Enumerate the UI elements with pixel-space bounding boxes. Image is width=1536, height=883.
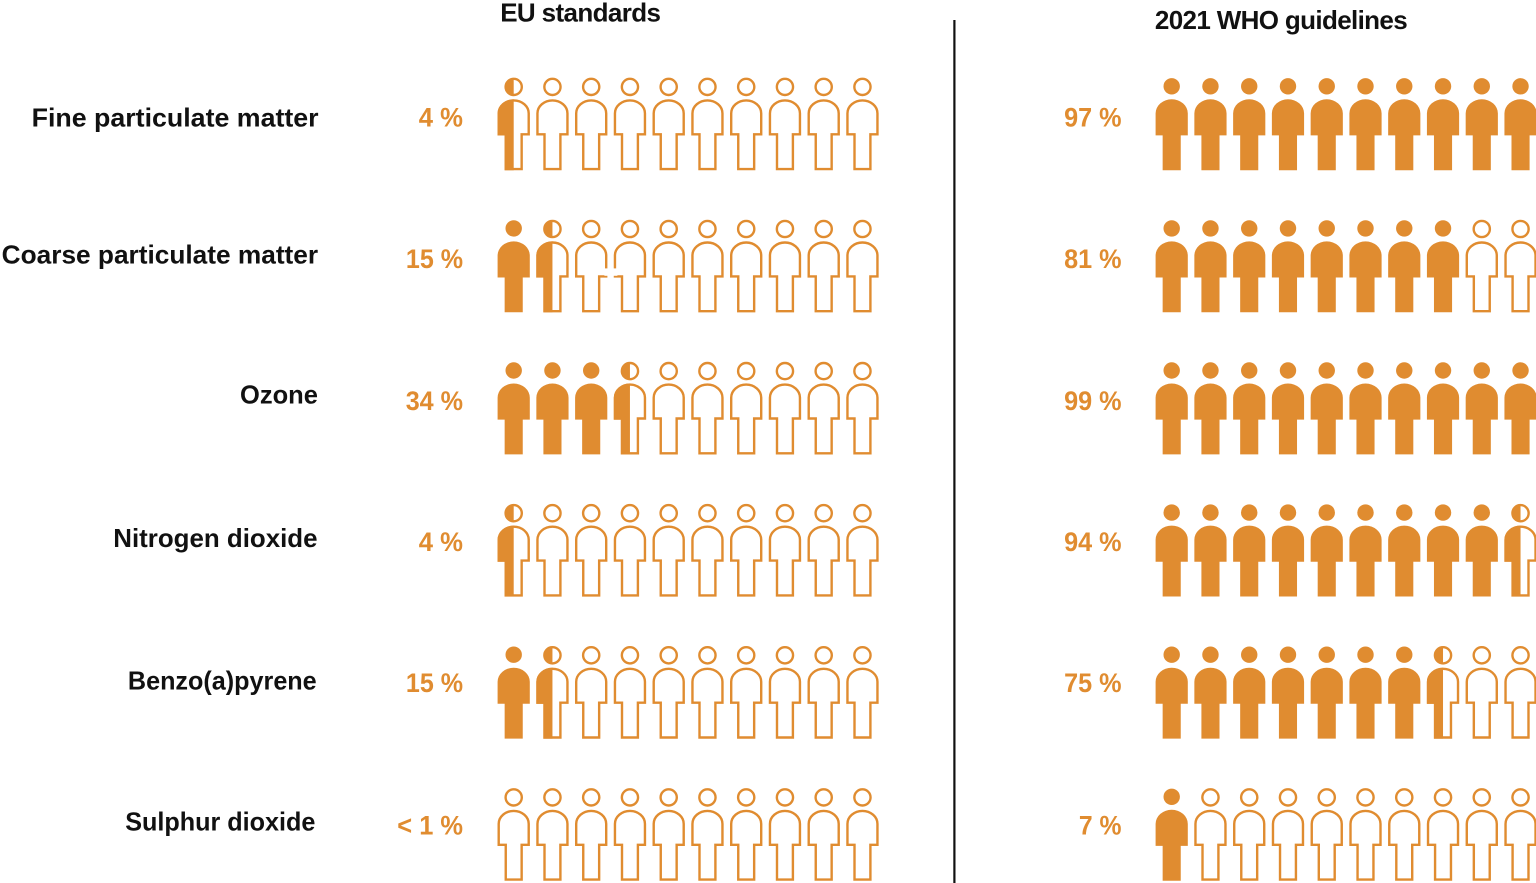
svg-text:94 %: 94 % xyxy=(1064,527,1121,557)
svg-text:2021 WHO guidelines: 2021 WHO guidelines xyxy=(1155,5,1408,35)
svg-text:7 %: 7 % xyxy=(1079,810,1122,840)
svg-text:81 %: 81 % xyxy=(1064,244,1121,274)
svg-text:Nitrogen dioxide: Nitrogen dioxide xyxy=(113,523,317,553)
svg-text:15 %: 15 % xyxy=(406,244,463,274)
svg-text:4 %: 4 % xyxy=(419,527,463,557)
svg-text:97 %: 97 % xyxy=(1064,102,1121,132)
svg-text:Ozone: Ozone xyxy=(240,380,318,410)
svg-text:< 1 %: < 1 % xyxy=(397,810,463,840)
svg-text:EU standards: EU standards xyxy=(500,0,661,27)
svg-text:Benzo(a)pyrene: Benzo(a)pyrene xyxy=(128,666,317,696)
svg-text:Fine particulate matter: Fine particulate matter xyxy=(32,102,319,132)
svg-text:Sulphur dioxide: Sulphur dioxide xyxy=(125,807,315,837)
svg-text:99 %: 99 % xyxy=(1064,386,1121,416)
svg-text:4 %: 4 % xyxy=(419,102,463,132)
svg-text:15 %: 15 % xyxy=(406,668,463,698)
svg-text:Coarse particulate matter: Coarse particulate matter xyxy=(2,240,318,270)
svg-text:34 %: 34 % xyxy=(406,386,463,416)
svg-text:75 %: 75 % xyxy=(1064,668,1121,698)
